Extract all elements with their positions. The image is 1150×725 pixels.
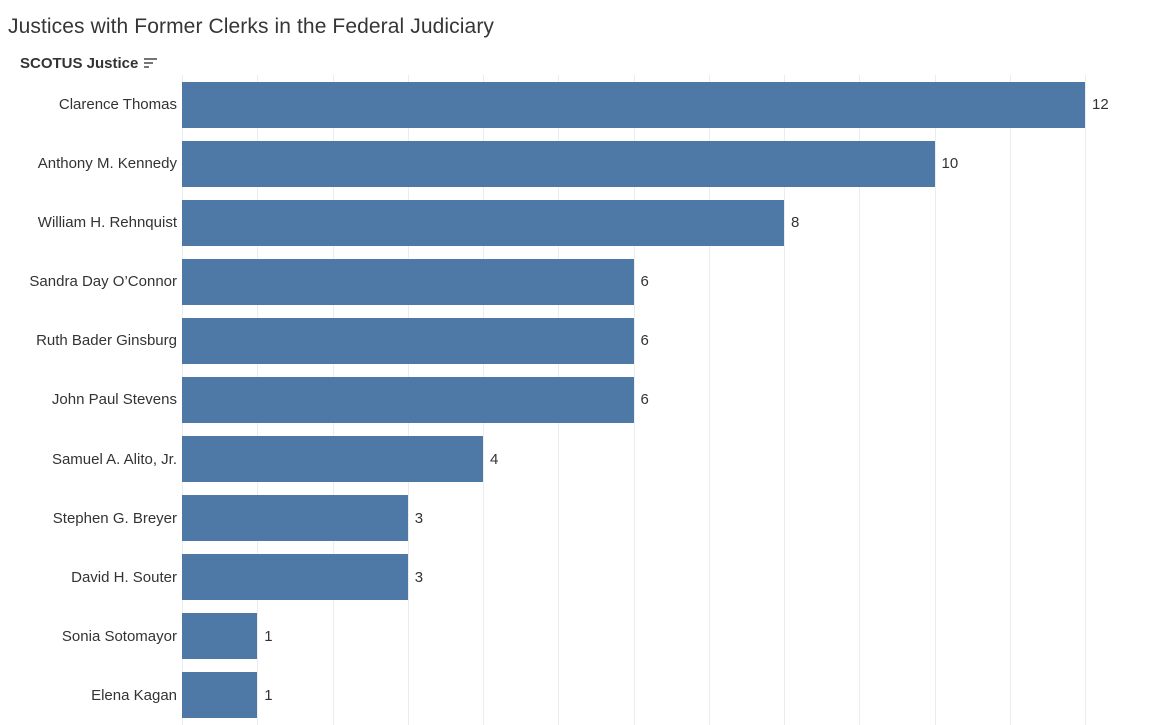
category-label[interactable]: Stephen G. Breyer xyxy=(52,509,177,527)
chart-title: Justices with Former Clerks in the Feder… xyxy=(8,15,495,38)
gridline xyxy=(784,75,785,725)
gridline xyxy=(859,75,861,725)
value-label: 6 xyxy=(640,332,649,350)
category-label[interactable]: Sandra Day O’Connor xyxy=(29,273,177,291)
column-header-label[interactable]: SCOTUS Justice xyxy=(20,54,139,72)
category-label[interactable]: William H. Rehnquist xyxy=(37,214,177,232)
value-label: 6 xyxy=(640,273,649,291)
bar[interactable] xyxy=(182,140,935,187)
bar[interactable] xyxy=(182,436,483,483)
category-label[interactable]: Clarence Thomas xyxy=(58,96,177,113)
plot-area: Clarence Thomas 12 Anthony M. Kennedy 10 Wil… xyxy=(0,75,1150,725)
gridline xyxy=(633,75,635,725)
bar[interactable] xyxy=(182,495,408,542)
bar[interactable] xyxy=(182,672,258,719)
sort-descending-icon[interactable] xyxy=(144,57,158,69)
value-label: 1 xyxy=(264,686,273,704)
value-label: 12 xyxy=(1092,96,1109,113)
category-label[interactable]: David H. Souter xyxy=(71,568,177,586)
bar-row: David H. Souter 3 xyxy=(0,548,1150,607)
category-label[interactable]: Anthony M. Kennedy xyxy=(37,155,177,173)
value-label: 1 xyxy=(264,627,273,645)
value-label: 3 xyxy=(414,509,424,527)
bar[interactable] xyxy=(182,376,634,423)
gridline xyxy=(708,75,710,725)
bar-row: Stephen G. Breyer 3 xyxy=(0,489,1150,548)
value-label: 3 xyxy=(414,568,424,586)
bar[interactable] xyxy=(182,317,634,364)
bar-row: Sandra Day O’Connor 6 xyxy=(0,252,1150,311)
bar-row: Sonia Sotomayor 1 xyxy=(0,607,1150,666)
gridline xyxy=(1085,75,1086,725)
value-label: 10 xyxy=(941,155,959,173)
bar[interactable] xyxy=(182,81,1085,128)
gridline xyxy=(934,75,936,725)
value-label: 6 xyxy=(640,391,649,409)
column-header: SCOTUS Justice xyxy=(20,53,158,73)
value-label: 8 xyxy=(791,214,800,232)
bar-row: Samuel A. Alito, Jr. 4 xyxy=(0,430,1150,489)
bar-row: William H. Rehnquist 8 xyxy=(0,193,1150,252)
category-label[interactable]: John Paul Stevens xyxy=(51,391,177,409)
gridline xyxy=(1009,75,1011,725)
category-label[interactable]: Ruth Bader Ginsburg xyxy=(36,332,177,350)
value-label: 4 xyxy=(490,450,499,468)
bar-row: Ruth Bader Ginsburg 6 xyxy=(0,311,1150,370)
bar[interactable] xyxy=(182,554,408,601)
bar[interactable] xyxy=(182,258,634,305)
category-label[interactable]: Sonia Sotomayor xyxy=(61,627,177,645)
bar-row: Clarence Thomas 12 xyxy=(0,75,1150,134)
bar[interactable] xyxy=(182,613,258,660)
bar[interactable] xyxy=(182,199,784,246)
bar-row: John Paul Stevens 6 xyxy=(0,370,1150,429)
bar-row: Elena Kagan 1 xyxy=(0,666,1150,725)
category-label[interactable]: Elena Kagan xyxy=(91,686,177,704)
bar-row: Anthony M. Kennedy 10 xyxy=(0,134,1150,193)
category-label[interactable]: Samuel A. Alito, Jr. xyxy=(51,450,177,468)
